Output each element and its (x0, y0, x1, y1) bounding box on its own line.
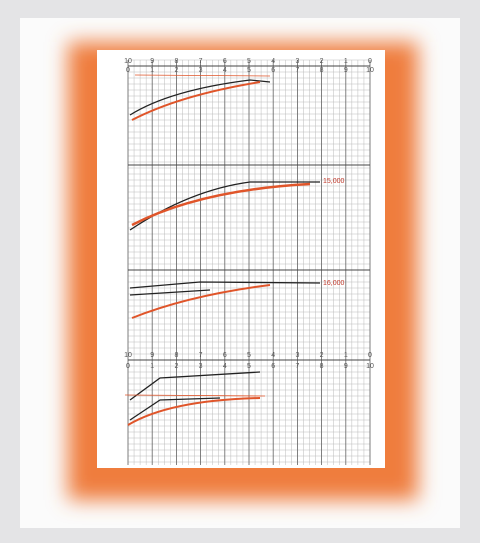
scale-label: 5 (247, 352, 251, 359)
scale-label: 9 (344, 67, 348, 74)
scale-label: 5 (247, 363, 251, 370)
scale-label: 0 (368, 352, 372, 359)
scale-label: 10 (366, 363, 374, 370)
scale-label: 3 (199, 363, 203, 370)
scale-label: 5 (247, 58, 251, 65)
scale-label: 7 (199, 352, 203, 359)
scale-label: 4 (223, 67, 227, 74)
scale-label: 0 (126, 363, 130, 370)
page: 15,000 16,000 10987654321001234567891010… (0, 0, 480, 538)
scale-label: 1 (344, 58, 348, 65)
annotation: 15,000 (323, 178, 345, 185)
scale-label: 9 (150, 352, 154, 359)
scale-label: 4 (271, 352, 275, 359)
scale-label: 8 (174, 58, 178, 65)
scale-label: 2 (174, 363, 178, 370)
scale-label: 10 (124, 58, 132, 65)
scale-label: 6 (271, 67, 275, 74)
scale-label: 10 (124, 352, 132, 359)
scale-label: 2 (174, 67, 178, 74)
grid (128, 60, 370, 465)
scale-label: 4 (223, 363, 227, 370)
scale-label: 3 (199, 67, 203, 74)
scale-label: 2 (320, 58, 324, 65)
scale-label: 1 (150, 363, 154, 370)
scale-label: 10 (366, 67, 374, 74)
scale-label: 3 (295, 58, 299, 65)
scale-label: 0 (126, 67, 130, 74)
scale-label: 7 (295, 363, 299, 370)
annotation: 16,000 (323, 280, 345, 287)
screenshot: 15,000 16,000 10987654321001234567891010… (0, 0, 480, 538)
scale-label: 4 (271, 58, 275, 65)
scale-label: 2 (320, 352, 324, 359)
scale-label: 6 (223, 352, 227, 359)
scale-label: 6 (271, 363, 275, 370)
scale-label: 7 (295, 67, 299, 74)
scale-label: 5 (247, 67, 251, 74)
scale-label: 9 (344, 363, 348, 370)
scale-label: 6 (223, 58, 227, 65)
scale-label: 9 (150, 58, 154, 65)
scale-label: 1 (150, 67, 154, 74)
scale-label: 8 (320, 363, 324, 370)
scale-label: 8 (320, 67, 324, 74)
scale-label: 3 (295, 352, 299, 359)
scale-label: 0 (368, 58, 372, 65)
scale-label: 1 (344, 352, 348, 359)
scale-label: 8 (174, 352, 178, 359)
scale-label: 7 (199, 58, 203, 65)
